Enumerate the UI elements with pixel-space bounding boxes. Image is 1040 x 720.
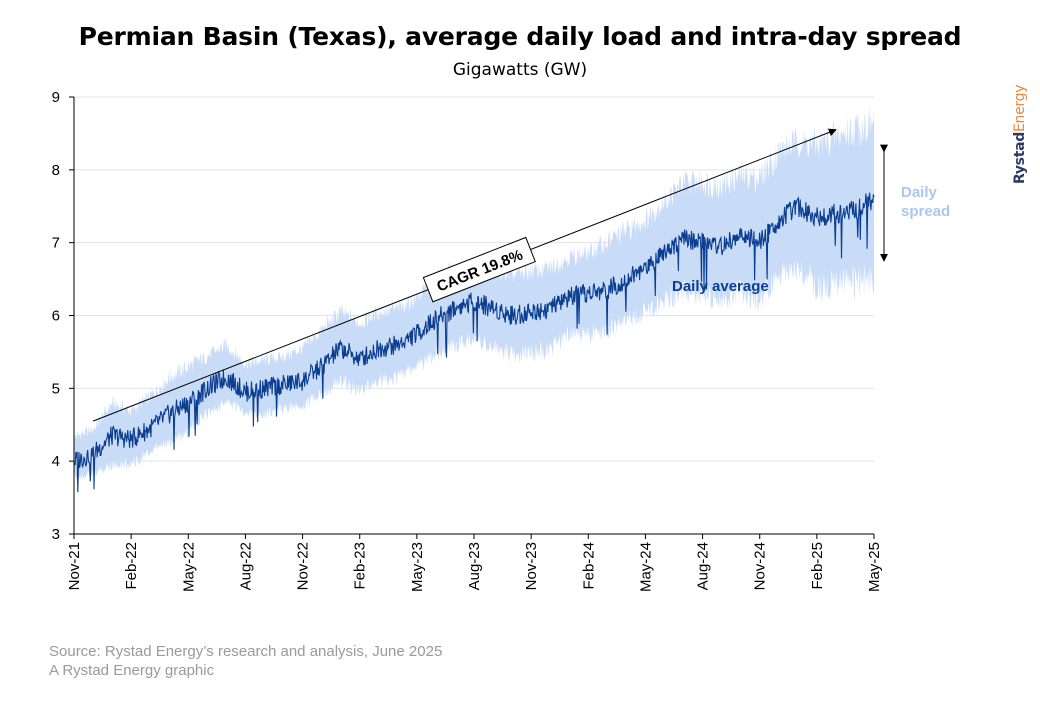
chart-subtitle: Gigawatts (GW) <box>452 60 588 80</box>
spread-band <box>74 105 874 481</box>
x-tick-label: Aug-24 <box>695 542 712 590</box>
x-tick-label: Feb-22 <box>123 542 140 590</box>
x-tick-label: May-23 <box>409 542 426 592</box>
average-line <box>73 192 875 493</box>
x-tick-label: Nov-22 <box>295 542 312 590</box>
y-tick-label: 3 <box>52 526 60 543</box>
x-tick-label: Feb-23 <box>352 542 369 590</box>
x-tick-label: May-25 <box>866 542 883 592</box>
axes: 3 4 5 6 7 8 9 Nov-21 Feb-22 May-22 Aug-22 Nov-22 Feb… <box>52 89 883 592</box>
x-tick-label: Aug-22 <box>237 542 254 590</box>
average-line-layer <box>73 192 875 493</box>
y-tick-label: 8 <box>52 162 60 179</box>
spread-band-layer <box>74 105 874 481</box>
x-tick-label: Nov-21 <box>66 542 83 590</box>
x-tick-label: May-24 <box>637 542 654 592</box>
y-tick-label: 7 <box>52 235 60 252</box>
x-tick-label: Feb-24 <box>580 542 597 590</box>
daily-spread-label: spread <box>901 203 950 220</box>
cagr-label-frame <box>422 236 536 303</box>
x-tick-label: Aug-23 <box>466 542 483 590</box>
y-tick-label: 4 <box>52 453 60 470</box>
chart-title: Permian Basin (Texas), average daily loa… <box>78 22 962 51</box>
y-tick-label: 5 <box>52 380 60 397</box>
footer-source: Source: Rystad Energy’s research and ana… <box>49 643 443 660</box>
x-tick-label: Nov-23 <box>523 542 540 590</box>
daily-spread-label: Daily <box>901 184 938 201</box>
x-tick-label: Feb-25 <box>809 542 826 590</box>
y-tick-label: 6 <box>52 308 60 325</box>
daily-average-label: Daily average <box>672 278 769 295</box>
x-tick-label: Nov-24 <box>752 542 769 590</box>
footer-credit: A Rystad Energy graphic <box>49 662 215 679</box>
x-tick-label: May-22 <box>180 542 197 592</box>
y-tick-label: 9 <box>52 89 60 106</box>
